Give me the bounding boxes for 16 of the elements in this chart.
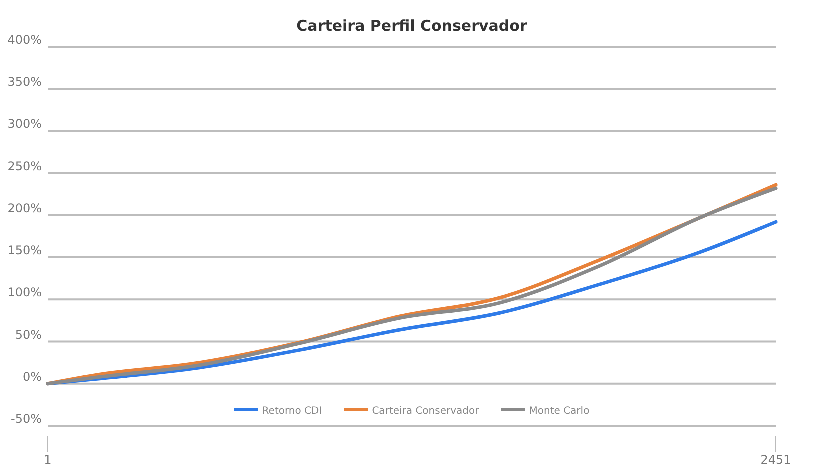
y-tick-label: 400% <box>8 33 42 47</box>
y-tick-label: 150% <box>8 244 42 258</box>
y-tick-label: 100% <box>8 286 42 300</box>
y-tick-label: 350% <box>8 75 42 90</box>
y-tick-label: 50% <box>15 328 42 342</box>
y-tick-label: 300% <box>8 117 42 132</box>
legend-label: Monte Carlo <box>529 406 590 417</box>
x-tick-label: 1 <box>44 453 52 467</box>
y-tick-label: -50% <box>10 412 42 426</box>
y-tick-label: 250% <box>8 159 42 174</box>
y-tick-label: 0% <box>22 370 42 384</box>
y-tick-label: 200% <box>8 201 42 216</box>
legend-label: Carteira Conservador <box>372 406 480 417</box>
legend-label: Retorno CDI <box>262 406 322 417</box>
chart-title: Carteira Perfil Conservador <box>296 17 528 35</box>
x-tick-label: 2451 <box>760 453 792 467</box>
